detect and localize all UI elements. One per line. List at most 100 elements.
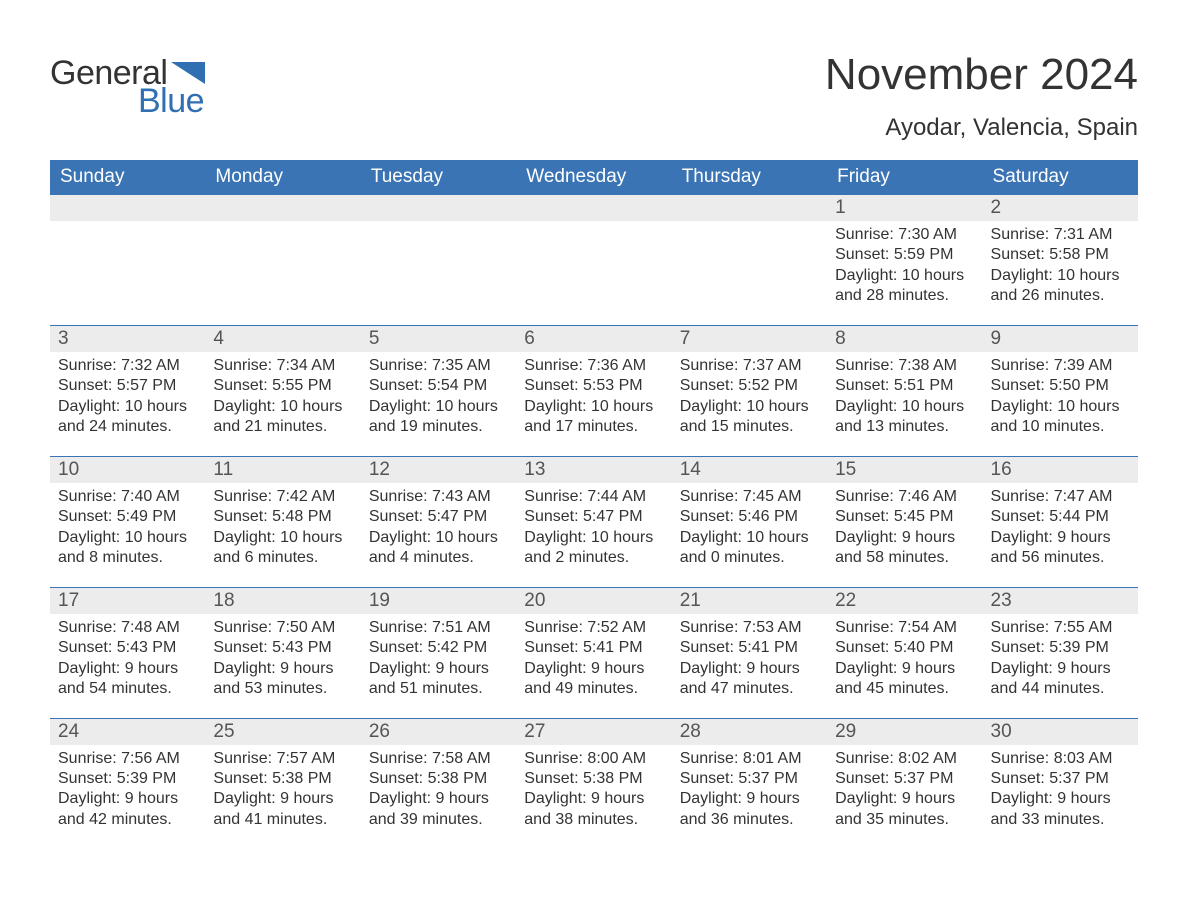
sunset-value: 5:37 PM: [738, 770, 798, 787]
sunrise-line: Sunrise: 7:31 AM: [991, 225, 1130, 245]
day-number: 18: [213, 590, 234, 611]
calendar-day-cell: 11Sunrise: 7:42 AMSunset: 5:48 PMDayligh…: [205, 456, 360, 587]
sunset-label: Sunset:: [991, 246, 1045, 263]
sunset-line: Sunset: 5:40 PM: [835, 638, 974, 658]
daylight-line: Daylight: 9 hours and 53 minutes.: [213, 659, 352, 700]
daylight-line: Daylight: 10 hours and 26 minutes.: [991, 266, 1130, 307]
sunset-line: Sunset: 5:37 PM: [835, 769, 974, 789]
day-number-bar: 24: [50, 719, 205, 745]
sunrise-line: Sunrise: 7:39 AM: [991, 356, 1130, 376]
daylight-label: Daylight:: [835, 790, 897, 807]
sunrise-label: Sunrise:: [58, 488, 117, 505]
sunrise-label: Sunrise:: [680, 750, 739, 767]
sunset-line: Sunset: 5:37 PM: [680, 769, 819, 789]
calendar-day-cell: 28Sunrise: 8:01 AMSunset: 5:37 PMDayligh…: [672, 718, 827, 848]
sunset-line: Sunset: 5:41 PM: [680, 638, 819, 658]
calendar-week-row: 17Sunrise: 7:48 AMSunset: 5:43 PMDayligh…: [50, 587, 1138, 718]
daylight-label: Daylight:: [680, 660, 742, 677]
sunset-label: Sunset:: [369, 639, 423, 656]
daylight-line: Daylight: 10 hours and 19 minutes.: [369, 397, 508, 438]
daylight-line: Daylight: 10 hours and 4 minutes.: [369, 528, 508, 569]
day-number: 2: [991, 197, 1002, 218]
sunrise-line: Sunrise: 7:45 AM: [680, 487, 819, 507]
daylight-label: Daylight:: [58, 398, 120, 415]
calendar-day-cell: 27Sunrise: 8:00 AMSunset: 5:38 PMDayligh…: [516, 718, 671, 848]
calendar-week-row: 1Sunrise: 7:30 AMSunset: 5:59 PMDaylight…: [50, 195, 1138, 326]
sunset-value: 5:42 PM: [428, 639, 488, 656]
sunset-line: Sunset: 5:55 PM: [213, 376, 352, 396]
sunset-label: Sunset:: [369, 377, 423, 394]
sunrise-label: Sunrise:: [835, 750, 894, 767]
daylight-label: Daylight:: [991, 660, 1053, 677]
daylight-line: Daylight: 9 hours and 56 minutes.: [991, 528, 1130, 569]
calendar-day-cell: 10Sunrise: 7:40 AMSunset: 5:49 PMDayligh…: [50, 456, 205, 587]
sunrise-label: Sunrise:: [991, 750, 1050, 767]
day-details: Sunrise: 7:32 AMSunset: 5:57 PMDaylight:…: [58, 356, 197, 438]
day-details: Sunrise: 7:51 AMSunset: 5:42 PMDaylight:…: [369, 618, 508, 700]
calendar-day-cell: 2Sunrise: 7:31 AMSunset: 5:58 PMDaylight…: [983, 195, 1138, 326]
day-number-bar: 4: [205, 326, 360, 352]
calendar-day-cell: [672, 195, 827, 326]
daylight-label: Daylight:: [213, 660, 275, 677]
sunset-line: Sunset: 5:42 PM: [369, 638, 508, 658]
sunrise-line: Sunrise: 7:54 AM: [835, 618, 974, 638]
day-details: Sunrise: 7:52 AMSunset: 5:41 PMDaylight:…: [524, 618, 663, 700]
sunset-value: 5:41 PM: [738, 639, 798, 656]
sunrise-line: Sunrise: 7:38 AM: [835, 356, 974, 376]
weekday-header: Monday: [205, 160, 360, 195]
day-number: 10: [58, 459, 79, 480]
day-number: 8: [835, 328, 846, 349]
daylight-label: Daylight:: [524, 529, 586, 546]
logo: General Blue: [50, 50, 205, 118]
sunset-value: 5:38 PM: [272, 770, 332, 787]
day-number: 12: [369, 459, 390, 480]
month-title: November 2024: [825, 50, 1138, 100]
sunrise-label: Sunrise:: [369, 750, 428, 767]
calendar-day-cell: 9Sunrise: 7:39 AMSunset: 5:50 PMDaylight…: [983, 325, 1138, 456]
sunset-line: Sunset: 5:37 PM: [991, 769, 1130, 789]
day-details: Sunrise: 7:57 AMSunset: 5:38 PMDaylight:…: [213, 749, 352, 831]
sunset-label: Sunset:: [213, 377, 267, 394]
day-number: 4: [213, 328, 224, 349]
sunset-line: Sunset: 5:38 PM: [524, 769, 663, 789]
calendar-day-cell: 16Sunrise: 7:47 AMSunset: 5:44 PMDayligh…: [983, 456, 1138, 587]
sunset-value: 5:57 PM: [117, 377, 177, 394]
sunset-label: Sunset:: [991, 508, 1045, 525]
day-number-bar: 8: [827, 326, 982, 352]
day-details: Sunrise: 7:39 AMSunset: 5:50 PMDaylight:…: [991, 356, 1130, 438]
sunrise-line: Sunrise: 7:50 AM: [213, 618, 352, 638]
sunrise-label: Sunrise:: [835, 226, 894, 243]
day-details: Sunrise: 7:50 AMSunset: 5:43 PMDaylight:…: [213, 618, 352, 700]
sunset-label: Sunset:: [835, 377, 889, 394]
sunrise-label: Sunrise:: [835, 357, 894, 374]
day-details: Sunrise: 8:00 AMSunset: 5:38 PMDaylight:…: [524, 749, 663, 831]
sunset-line: Sunset: 5:49 PM: [58, 507, 197, 527]
sunrise-line: Sunrise: 7:58 AM: [369, 749, 508, 769]
sunrise-value: 7:39 AM: [1054, 357, 1113, 374]
calendar-day-cell: 4Sunrise: 7:34 AMSunset: 5:55 PMDaylight…: [205, 325, 360, 456]
weekday-header: Thursday: [672, 160, 827, 195]
sunset-line: Sunset: 5:44 PM: [991, 507, 1130, 527]
calendar-day-cell: 22Sunrise: 7:54 AMSunset: 5:40 PMDayligh…: [827, 587, 982, 718]
sunset-line: Sunset: 5:39 PM: [991, 638, 1130, 658]
sunset-label: Sunset:: [991, 377, 1045, 394]
daylight-line: Daylight: 9 hours and 38 minutes.: [524, 789, 663, 830]
day-details: Sunrise: 8:03 AMSunset: 5:37 PMDaylight:…: [991, 749, 1130, 831]
sunset-line: Sunset: 5:45 PM: [835, 507, 974, 527]
calendar-day-cell: 23Sunrise: 7:55 AMSunset: 5:39 PMDayligh…: [983, 587, 1138, 718]
day-number-bar: 14: [672, 457, 827, 483]
daylight-line: Daylight: 10 hours and 8 minutes.: [58, 528, 197, 569]
daylight-label: Daylight:: [991, 267, 1053, 284]
sunrise-value: 7:45 AM: [743, 488, 802, 505]
daylight-label: Daylight:: [369, 790, 431, 807]
sunset-value: 5:37 PM: [1049, 770, 1109, 787]
day-number-bar: 7: [672, 326, 827, 352]
calendar-day-cell: [205, 195, 360, 326]
sunrise-line: Sunrise: 8:03 AM: [991, 749, 1130, 769]
day-number: 19: [369, 590, 390, 611]
sunrise-line: Sunrise: 7:55 AM: [991, 618, 1130, 638]
day-number: 16: [991, 459, 1012, 480]
daylight-label: Daylight:: [213, 529, 275, 546]
daylight-line: Daylight: 9 hours and 58 minutes.: [835, 528, 974, 569]
header-block: General Blue November 2024 Ayodar, Valen…: [50, 50, 1138, 142]
